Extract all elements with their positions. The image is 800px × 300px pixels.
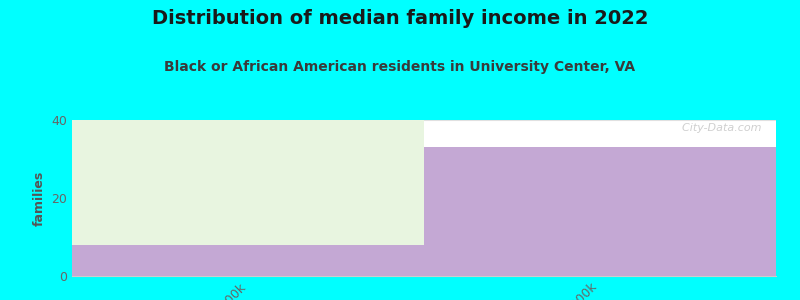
- Bar: [72, 120, 424, 245]
- Text: City-Data.com: City-Data.com: [675, 123, 762, 133]
- Y-axis label: families: families: [33, 170, 46, 226]
- Bar: [72, 245, 424, 276]
- Bar: [424, 147, 776, 276]
- Text: Black or African American residents in University Center, VA: Black or African American residents in U…: [165, 60, 635, 74]
- Text: Distribution of median family income in 2022: Distribution of median family income in …: [152, 9, 648, 28]
